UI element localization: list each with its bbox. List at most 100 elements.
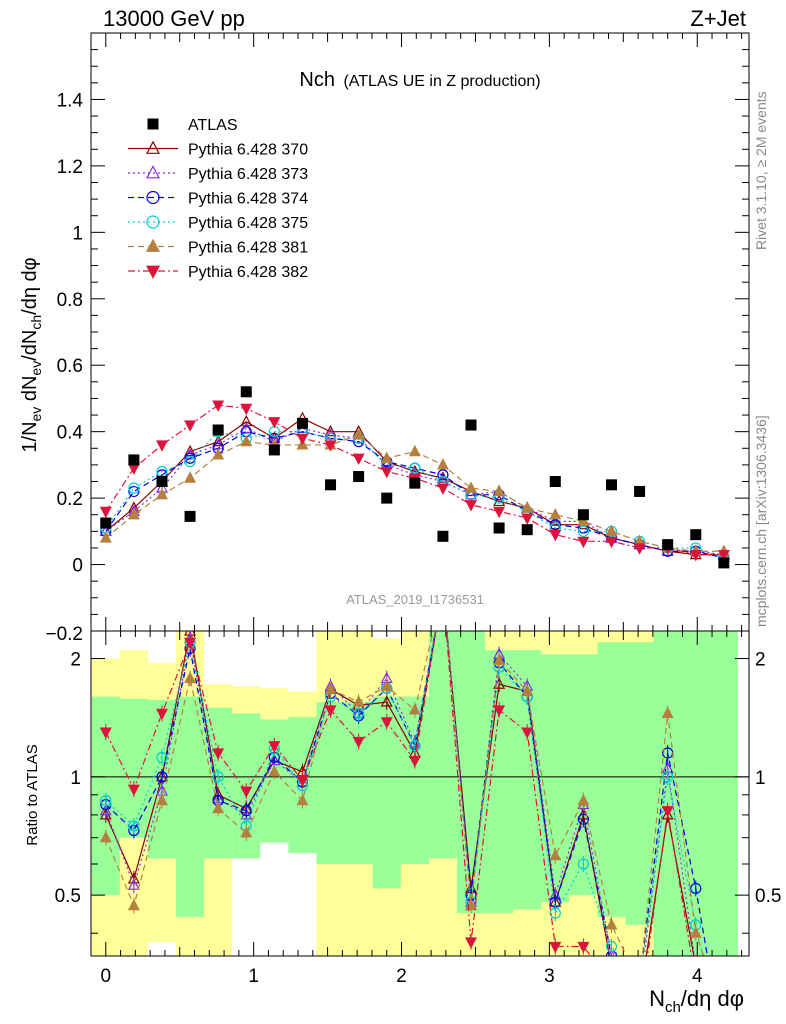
- ratio-point-5: [493, 653, 506, 665]
- ratio-point-4: [549, 907, 561, 919]
- ratio-point-4: [212, 771, 224, 783]
- series-line-3: [105, 431, 725, 559]
- data-point: [240, 386, 252, 398]
- x-axis-label: Nch/dη dφ: [649, 986, 744, 1016]
- ratio-point-6: [521, 727, 534, 739]
- ratio-band-green: [597, 642, 626, 917]
- series-point-4: [128, 482, 140, 494]
- data-point: [212, 424, 224, 436]
- data-point: [634, 485, 646, 497]
- data-point: [437, 530, 449, 542]
- series-point-5: [521, 501, 534, 513]
- ratio-point-6: [380, 717, 393, 729]
- data-point: [577, 509, 589, 521]
- ratio-point-1: [635, 995, 645, 1005]
- ratio-band-green: [569, 654, 598, 896]
- data-point: [296, 417, 308, 429]
- x-tick-label: 4: [692, 966, 703, 987]
- series-point-6: [465, 500, 478, 512]
- ratio-point-6: [635, 1009, 645, 1019]
- ratio-point-1: [606, 961, 616, 971]
- ratio-point-6: [127, 784, 140, 796]
- ratio-line-2: [105, 631, 695, 956]
- series-line-6: [105, 404, 724, 556]
- ratio-y-tick-label: 1: [70, 768, 81, 789]
- data-point: [156, 476, 168, 487]
- ratio-point-4: [635, 977, 645, 987]
- ratio-point-1: [661, 808, 674, 820]
- ratio-point-5: [155, 793, 168, 806]
- chart-title-main: Nch: [299, 69, 335, 91]
- ratio-point-4: [156, 751, 168, 764]
- ratio-point-5: [577, 793, 590, 806]
- ratio-y-tick-label-right: 2: [755, 650, 766, 671]
- series-point-4: [184, 455, 196, 468]
- ratio-point-5: [352, 695, 365, 707]
- ratio-point-5: [324, 682, 337, 694]
- ratio-point-2: [607, 949, 616, 956]
- ratio-band-green: [176, 696, 205, 917]
- ratio-band-green: [316, 702, 345, 865]
- series-point-6: [184, 420, 197, 432]
- y-tick-label: 0.4: [57, 423, 84, 444]
- series-point-1: [240, 414, 253, 427]
- ratio-point-4: [128, 820, 140, 832]
- chart-title-sub: (ATLAS UE in Z production): [343, 73, 540, 90]
- data-point: [100, 517, 112, 529]
- data-point: [184, 510, 196, 522]
- header-energy-label: 13000 GeV pp: [103, 6, 245, 31]
- data-point: [353, 471, 365, 483]
- series-point-5: [380, 451, 393, 463]
- series-point-5: [465, 481, 478, 493]
- series-point-6: [605, 536, 618, 549]
- y-tick-label: −0.2: [45, 624, 83, 645]
- legend-label-data: ATLAS: [188, 117, 238, 134]
- x-tick-label: 2: [396, 966, 407, 987]
- ratio-point-6: [352, 736, 365, 749]
- ratio-y-tick-label-right: 0.5: [755, 886, 781, 907]
- ratio-point-5: [549, 848, 562, 861]
- ratio-point-5: [212, 801, 225, 814]
- ratio-point-6: [577, 941, 590, 954]
- ratio-uncertainty-bands: [91, 631, 738, 956]
- ratio-point-2: [127, 878, 140, 890]
- ratio-point-6: [465, 937, 478, 949]
- ratio-point-3: [577, 813, 589, 825]
- legend-marker-1: [146, 140, 160, 154]
- series-line-2: [105, 427, 724, 556]
- legend-marker-data: [147, 118, 159, 130]
- ratio-point-6: [493, 705, 506, 717]
- series-point-1: [324, 424, 337, 437]
- ratio-point-6: [268, 741, 281, 753]
- legend-label-1: Pythia 6.428 370: [188, 142, 308, 159]
- legend-marker-5: [146, 238, 160, 252]
- ratio-point-5: [635, 977, 645, 987]
- data-point: [662, 539, 674, 551]
- ratio-point-6: [606, 978, 616, 988]
- main-series: [99, 386, 730, 569]
- ratio-band-green: [541, 654, 570, 903]
- legend-label-2: Pythia 6.428 373: [188, 166, 308, 183]
- ratio-point-5: [268, 764, 281, 777]
- series-point-6: [689, 549, 702, 562]
- ratio-band-green: [119, 698, 148, 838]
- ratio-point-6: [296, 775, 309, 788]
- series-point-6: [717, 549, 730, 562]
- legend-marker-2: [146, 165, 160, 179]
- ratio-point-4: [100, 794, 112, 807]
- y-axis-label: 1/Nev dNev/dNch/dη dφ: [19, 257, 44, 452]
- legend: ATLAS Pythia 6.428 370 Pythia 6.428 373 Pyt…: [128, 117, 308, 281]
- legend-marker-6: [146, 265, 160, 279]
- data-point: [605, 479, 617, 491]
- legend-label-6: Pythia 6.428 382: [188, 264, 308, 281]
- series-point-4: [577, 525, 589, 537]
- ratio-point-3: [635, 977, 645, 987]
- data-point: [381, 492, 393, 504]
- y-tick-label: 0.8: [57, 290, 83, 311]
- series-point-5: [436, 458, 449, 470]
- ratio-point-5: [661, 706, 674, 719]
- ratio-point-3: [156, 771, 168, 783]
- series-point-5: [155, 488, 168, 500]
- y-tick-label: 0.2: [57, 489, 83, 510]
